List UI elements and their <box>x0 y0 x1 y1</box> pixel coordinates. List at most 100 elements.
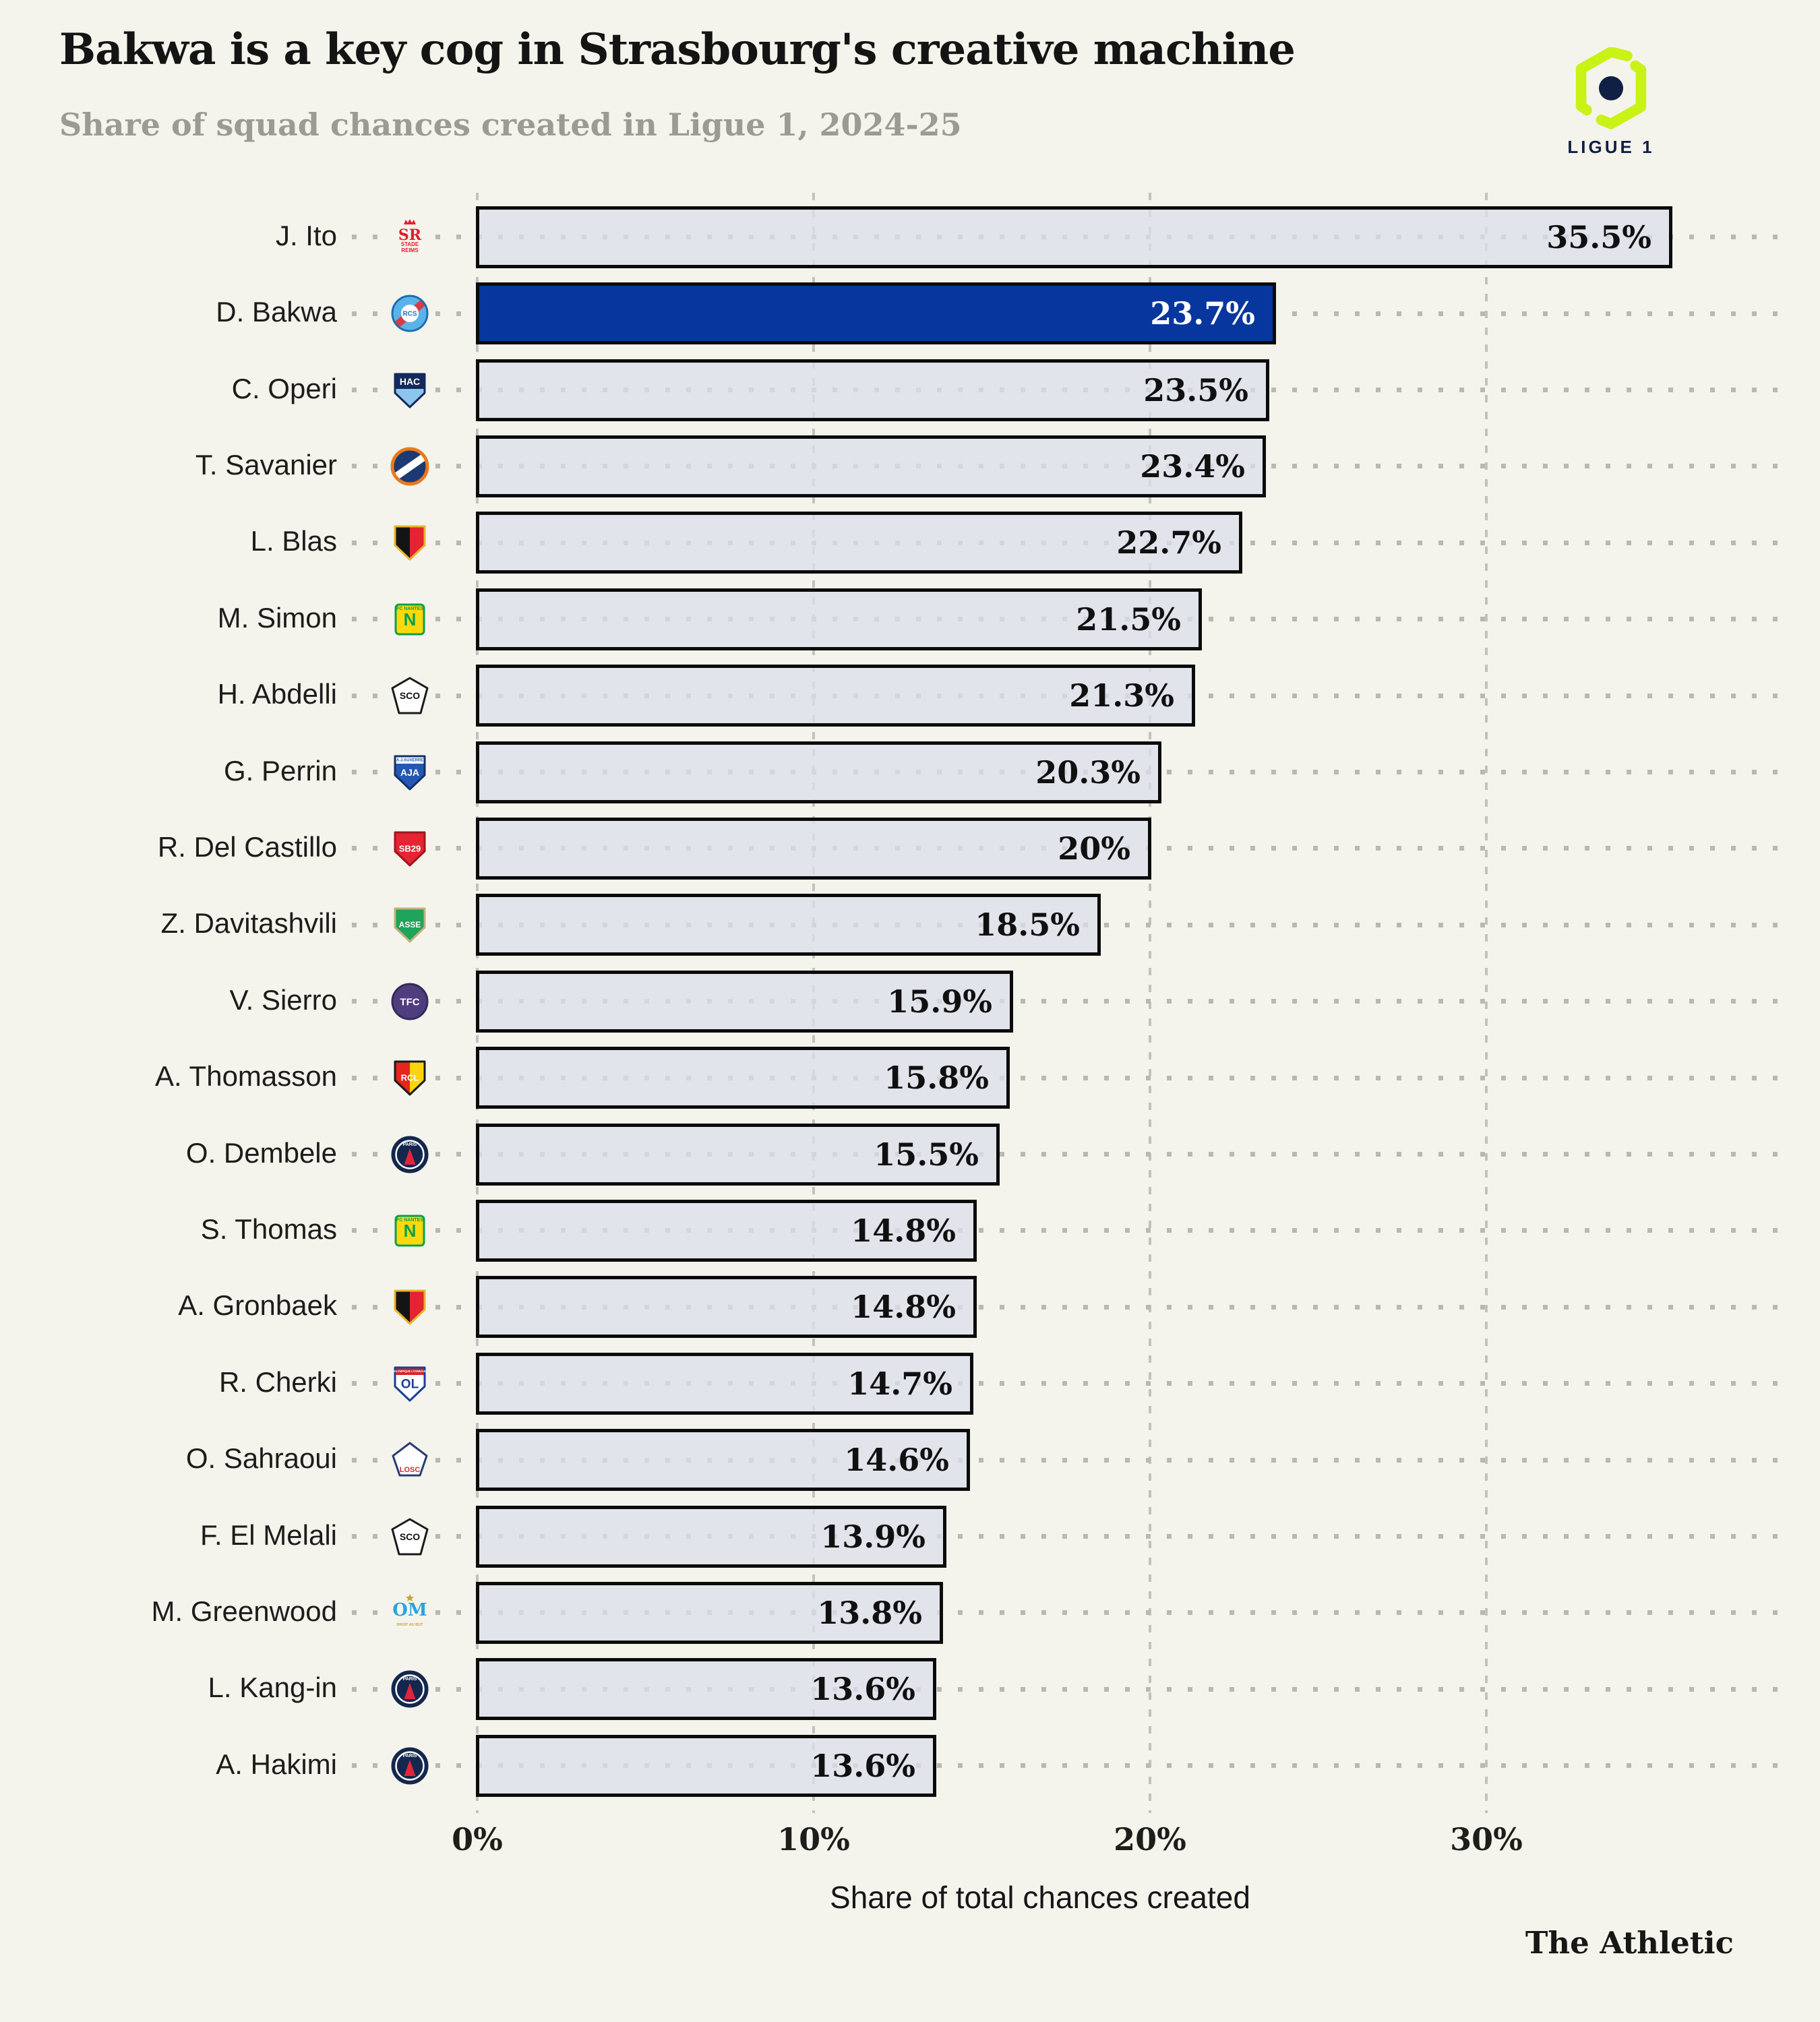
bar-value-label: 15.9% <box>887 983 992 1020</box>
svg-text:FC NANTES: FC NANTES <box>396 1218 423 1223</box>
svg-text:N: N <box>404 609 417 630</box>
club-badge-saintetienne-icon: ASSE <box>390 905 430 946</box>
leader-line <box>352 1610 1785 1616</box>
page-subtitle: Share of squad chances created in Ligue … <box>59 106 962 143</box>
svg-text:OM: OM <box>392 1600 427 1620</box>
bar-value-label: 21.5% <box>1076 601 1181 638</box>
x-tick-label: 10% <box>777 1821 850 1858</box>
player-name: A. Thomasson <box>154 1060 337 1093</box>
bar-value-label: 14.6% <box>844 1442 949 1479</box>
leader-line <box>352 1228 1785 1233</box>
club-badge-rennes-icon <box>390 1287 430 1328</box>
svg-text:A.J.AUXERRE: A.J.AUXERRE <box>396 758 423 762</box>
club-badge-nantes-icon: N FC NANTES <box>390 599 430 640</box>
ligue1-hexagon-icon <box>1564 47 1658 133</box>
player-name: O. Dembele <box>185 1136 337 1169</box>
bar: 22.7% <box>476 512 1242 574</box>
club-badge-angers-icon: SCO <box>390 1516 430 1557</box>
bar-value-label: 13.6% <box>810 1747 915 1784</box>
svg-text:RCS: RCS <box>402 311 417 318</box>
bar-value-label: 23.7% <box>1150 295 1255 332</box>
bar: 14.8% <box>476 1276 977 1339</box>
player-name: H. Abdelli <box>217 678 337 710</box>
club-badge-nantes-icon: N FC NANTES <box>390 1210 430 1251</box>
bar: 15.8% <box>476 1047 1010 1109</box>
bar: 15.5% <box>476 1123 1000 1186</box>
club-badge-lyon-icon: OL OLYMPIQUE LYONNAIS <box>390 1363 430 1404</box>
bar: 21.5% <box>476 588 1202 650</box>
leader-line <box>352 1457 1785 1463</box>
svg-text:TFC: TFC <box>400 996 419 1008</box>
bar: 13.8% <box>476 1581 943 1644</box>
x-axis-title: Share of total chances created <box>830 1880 1250 1915</box>
svg-text:AJA: AJA <box>400 766 419 777</box>
player-name: D. Bakwa <box>216 296 337 328</box>
bar: 15.9% <box>476 970 1013 1033</box>
svg-text:SCO: SCO <box>400 690 420 701</box>
bar: 14.6% <box>476 1429 970 1492</box>
highlighted-bar: 23.7% <box>476 282 1276 345</box>
club-badge-strasbourg-icon: RCS <box>386 293 435 335</box>
svg-text:N: N <box>404 1221 417 1241</box>
leader-line <box>352 1686 1785 1692</box>
bar-value-label: 23.5% <box>1143 371 1248 408</box>
bar-value-label: 20% <box>1058 830 1130 867</box>
club-badge-psg-icon: PARIS <box>390 1669 430 1710</box>
svg-text:RCL: RCL <box>401 1073 419 1083</box>
club-badge-angers-icon: SCO <box>390 675 430 716</box>
bar-value-label: 20.3% <box>1035 754 1141 791</box>
bar: 13.9% <box>476 1505 946 1568</box>
bar-value-label: 14.8% <box>851 1289 956 1326</box>
bar: 13.6% <box>476 1658 936 1721</box>
bar: 35.5% <box>476 206 1672 268</box>
club-badge-rennes-icon <box>390 522 430 563</box>
leader-line <box>352 1075 1785 1080</box>
bar-value-label: 21.3% <box>1069 677 1174 714</box>
bar: 18.5% <box>476 894 1101 956</box>
svg-text:FC NANTES: FC NANTES <box>396 607 423 611</box>
bar-value-label: 22.7% <box>1116 524 1221 561</box>
player-name: A. Gronbaek <box>178 1289 337 1322</box>
club-badge-lehavre-icon: HAC <box>390 369 430 410</box>
player-name: R. Del Castillo <box>157 830 337 863</box>
svg-text:PARIS: PARIS <box>403 1142 417 1147</box>
bar-value-label: 13.9% <box>820 1518 926 1555</box>
bar: 21.3% <box>476 665 1195 727</box>
player-name: T. Savanier <box>195 448 337 481</box>
ligue1-wordmark: LIGUE 1 <box>1567 137 1655 157</box>
player-name: Z. Davitashvili <box>160 907 337 940</box>
svg-text:SB29: SB29 <box>399 843 421 853</box>
svg-text:STADE: STADE <box>401 241 419 247</box>
club-badge-montpellier-icon <box>385 446 435 487</box>
x-tick-label: 30% <box>1450 1821 1523 1858</box>
club-badge-psg-icon: PARIS <box>390 1134 430 1175</box>
bar-value-label: 35.5% <box>1546 218 1651 255</box>
bar-value-label: 13.6% <box>810 1671 915 1708</box>
player-name: V. Sierro <box>229 983 337 1016</box>
player-name: F. El Melali <box>200 1519 337 1551</box>
svg-text:LOSC: LOSC <box>400 1466 421 1474</box>
svg-text:REIMS: REIMS <box>401 247 419 253</box>
svg-text:PARIS: PARIS <box>403 1677 417 1682</box>
bar-value-label: 23.4% <box>1140 448 1245 485</box>
leader-line <box>352 1152 1785 1157</box>
bar: 14.8% <box>476 1199 977 1262</box>
x-tick-label: 0% <box>452 1821 503 1858</box>
bar: 23.4% <box>476 435 1266 497</box>
player-name: L. Blas <box>250 525 337 557</box>
bar: 23.5% <box>476 359 1269 421</box>
bar-value-label: 14.8% <box>851 1212 956 1249</box>
club-badge-lens-icon: RCL <box>390 1058 430 1099</box>
player-name: O. Sahraoui <box>185 1442 337 1475</box>
bar-value-label: 13.8% <box>817 1594 922 1631</box>
bar-value-label: 15.8% <box>884 1060 989 1097</box>
svg-text:OLYMPIQUE LYONNAIS: OLYMPIQUE LYONNAIS <box>394 1370 425 1373</box>
player-name: J. Ito <box>275 219 337 251</box>
player-name: G. Perrin <box>223 754 337 787</box>
player-name: C. Operi <box>231 372 337 404</box>
club-badge-brest-icon: SB29 <box>390 828 430 869</box>
club-badge-lille-icon: LOSC <box>390 1440 430 1481</box>
svg-text:HAC: HAC <box>400 376 420 387</box>
